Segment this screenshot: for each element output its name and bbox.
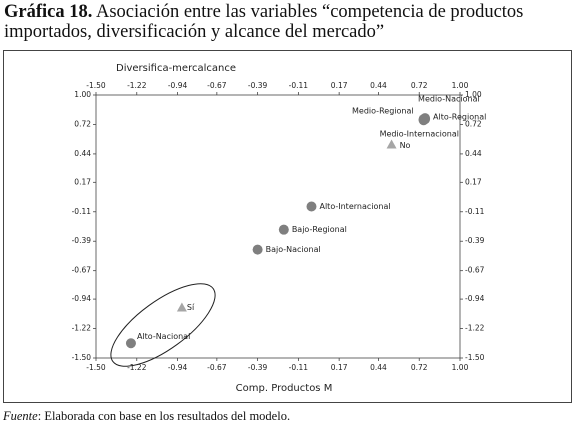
source-text: : Elaborada con base en los resultados d…	[37, 409, 291, 423]
chart-title: Gráfica 18. Asociación entre las variabl…	[4, 2, 572, 42]
plot-frame	[95, 94, 461, 359]
y-tick-label: 0.17	[465, 177, 482, 186]
title-text: Asociación entre las variables “competen…	[4, 2, 524, 42]
source-label: Fuente	[3, 409, 38, 423]
y-tick-label: -1.22	[72, 324, 92, 333]
x-tick-label: 1.00	[452, 81, 469, 90]
point	[125, 338, 136, 349]
grouping-ellipse	[110, 283, 216, 367]
point-label: Bajo-Nacional	[266, 245, 321, 254]
x-tick-label: 0.72	[411, 81, 428, 90]
source-note: Fuente: Elaborada con base en los result…	[3, 409, 290, 424]
x-tick-label: -0.39	[248, 81, 268, 90]
y-tick-label: 0.72	[74, 119, 91, 128]
point	[306, 201, 317, 212]
y-tick-label: 1.00	[74, 90, 91, 99]
x-tick-label: -0.94	[168, 81, 188, 90]
point	[176, 302, 187, 312]
point	[420, 114, 431, 125]
x-tick-label: -0.11	[289, 363, 309, 372]
point-label: No	[400, 141, 411, 150]
y-tick-label: 0.44	[465, 149, 482, 158]
point	[278, 224, 289, 235]
y-tick-label: -1.22	[465, 324, 485, 333]
x-tick-label: 0.17	[331, 363, 348, 372]
point-label: Medio-Regional	[352, 107, 414, 116]
point-label: Medio-Nacional	[418, 95, 480, 104]
point-label: Bajo-Regional	[292, 225, 347, 234]
y-tick-label: -0.94	[465, 294, 485, 303]
point-label: Alto-Regional	[433, 113, 486, 122]
y-tick-label: -0.67	[72, 266, 92, 275]
x-tick-label: 1.00	[452, 363, 469, 372]
y-axis-label: Diversifica-mercalcance	[116, 63, 236, 74]
x-tick-label: -1.22	[127, 81, 147, 90]
point-label: Sí	[187, 303, 195, 312]
x-tick-label: -0.67	[207, 81, 227, 90]
x-tick-label: -0.11	[289, 81, 309, 90]
y-tick-label: -0.94	[72, 294, 92, 303]
point-label: Medio-Internacional	[380, 130, 459, 139]
point	[386, 139, 397, 149]
y-tick-label: 0.44	[74, 149, 91, 158]
y-tick-label: 1.00	[465, 90, 482, 99]
title-prefix: Gráfica 18.	[4, 2, 93, 22]
point-label: Alto-Nacional	[137, 332, 190, 341]
x-tick-label: 0.17	[331, 81, 348, 90]
x-tick-label: -0.67	[207, 363, 227, 372]
chart-frame	[3, 50, 572, 403]
y-tick-label: 0.17	[74, 177, 91, 186]
y-tick-label: -1.50	[72, 353, 92, 362]
y-tick-label: -1.50	[465, 353, 485, 362]
y-tick-label: 0.72	[465, 119, 482, 128]
x-tick-label: -0.39	[248, 363, 268, 372]
point-label: Alto-Internacional	[319, 202, 390, 211]
x-tick-label: 0.44	[370, 363, 387, 372]
x-tick-label: 0.72	[411, 363, 428, 372]
y-tick-label: -0.39	[72, 236, 92, 245]
y-tick-label: -0.11	[72, 207, 92, 216]
y-tick-label: -0.11	[465, 207, 485, 216]
y-tick-label: -0.67	[465, 266, 485, 275]
x-tick-label: -1.50	[86, 363, 106, 372]
x-tick-label: -0.94	[168, 363, 188, 372]
point	[252, 244, 263, 255]
x-tick-label: 0.44	[370, 81, 387, 90]
x-tick-label: -1.22	[127, 363, 147, 372]
x-axis-label: Comp. Productos M	[236, 383, 333, 394]
y-tick-label: -0.39	[465, 236, 485, 245]
x-tick-label: -1.50	[86, 81, 106, 90]
